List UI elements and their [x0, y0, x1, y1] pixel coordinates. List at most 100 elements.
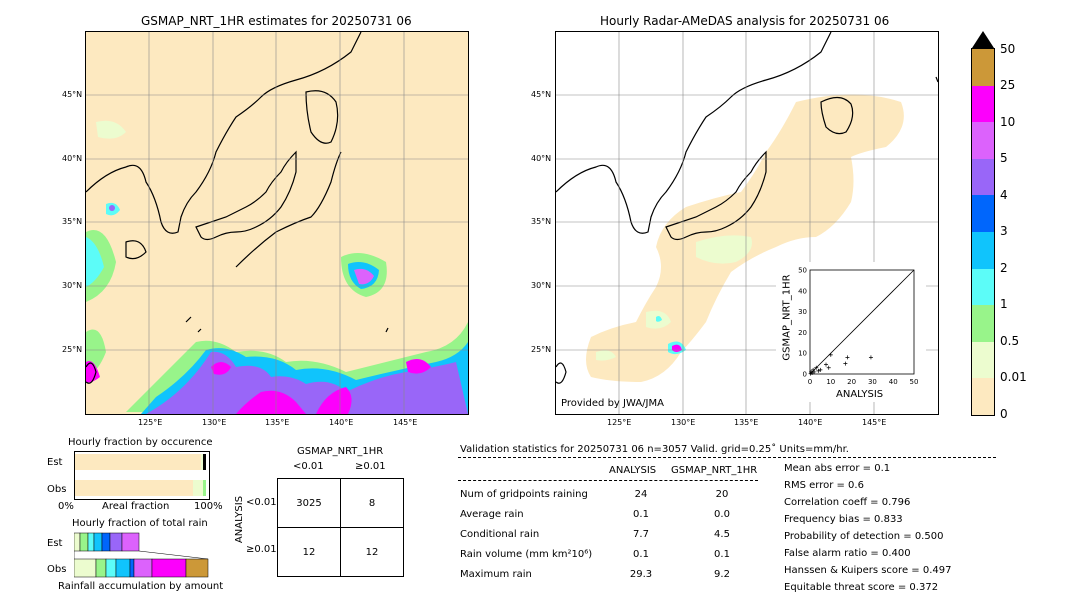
scatter-point — [868, 355, 873, 360]
cb-label-1: 0.01 — [1000, 370, 1027, 384]
contingency-table: 3025 8 12 12 — [277, 478, 404, 577]
scatter-ylabel: GSMAP_NRT_1HR — [781, 274, 793, 361]
totalrain-obs-bar — [74, 558, 209, 578]
contingency-col-0: <0.01 — [293, 461, 324, 472]
scatter-point — [814, 365, 819, 370]
cb-label-8: 10 — [1000, 115, 1016, 129]
stats-col-rule — [458, 480, 758, 481]
occurrence-obs-bar — [75, 480, 209, 496]
left-lat-35: 35°N — [62, 217, 83, 226]
cb-label-6: 4 — [1000, 188, 1008, 202]
stats-row-label: Maximum rain — [460, 569, 532, 580]
cb-label-7: 5 — [1000, 151, 1008, 165]
score-line: Frequency bias = 0.833 — [784, 514, 903, 525]
right-map-title: Hourly Radar-AMeDAS analysis for 2025073… — [600, 14, 890, 28]
colorbar-segment — [972, 122, 994, 159]
left-lat-30: 30°N — [62, 281, 83, 290]
right-lat-35: 35°N — [531, 217, 552, 226]
scatter-x-tick: 50 — [910, 378, 919, 386]
right-lon-140: 140°E — [798, 418, 823, 427]
stats-row-label: Conditional rain — [460, 529, 540, 540]
stats-row-label: Num of gridpoints raining — [460, 489, 588, 500]
contingency-cell: 12 — [277, 527, 341, 577]
left-lon-135: 135°E — [265, 418, 290, 427]
left-map-title: GSMAP_NRT_1HR estimates for 20250731 06 — [141, 14, 412, 28]
occurrence-obs-label: Obs — [47, 484, 67, 495]
stats-header: Validation statistics for 20250731 06 n=… — [460, 444, 849, 455]
cb-label-4: 2 — [1000, 261, 1008, 275]
score-line: Mean abs error = 0.1 — [784, 463, 891, 474]
scatter-point — [810, 370, 815, 375]
stats-header-rule — [458, 457, 996, 458]
colorbar-segment — [972, 305, 994, 342]
contingency-row-1: ≥0.01 — [246, 544, 277, 555]
scatter-x-tick: 10 — [826, 378, 835, 386]
cb-label-2: 0.5 — [1000, 334, 1020, 348]
occurrence-title: Hourly fraction by occurence — [68, 437, 213, 448]
contingency-cell: 8 — [340, 478, 404, 528]
stats-row-analysis: 7.7 — [633, 529, 649, 540]
left-lon-125: 125°E — [138, 418, 163, 427]
stats-row-gsmap: 0.0 — [714, 509, 730, 520]
coastlines — [556, 32, 938, 384]
colorbar-segment — [972, 85, 994, 123]
stats-row-analysis: 29.3 — [629, 569, 653, 580]
scatter-x-tick: 20 — [847, 378, 856, 386]
right-lat-25: 25°N — [531, 345, 552, 354]
right-lat-30: 30°N — [531, 281, 552, 290]
scatter-point — [843, 361, 848, 366]
totalrain-obs-label: Obs — [47, 564, 67, 575]
left-lat-40: 40°N — [62, 154, 83, 163]
score-line: Probability of detection = 0.500 — [784, 531, 944, 542]
stats-row-label: Average rain — [460, 509, 524, 520]
right-lon-130: 130°E — [671, 418, 696, 427]
contingency-row-0: <0.01 — [246, 497, 277, 508]
right-lon-145: 145°E — [862, 418, 887, 427]
right-lat-45: 45°N — [531, 90, 552, 99]
score-line: Hanssen & Kuipers score = 0.497 — [784, 565, 952, 576]
occurrence-frame — [74, 451, 210, 500]
totalrain-chart — [74, 532, 209, 578]
stats-row-gsmap: 9.2 — [714, 569, 730, 580]
left-lon-140: 140°E — [329, 418, 354, 427]
left-lat-45: 45°N — [62, 90, 83, 99]
occurrence-est-bar — [75, 454, 209, 470]
scatter-y-tick: 40 — [798, 287, 807, 295]
right-lon-125: 125°E — [607, 418, 632, 427]
stats-row-gsmap: 20 — [715, 489, 729, 500]
stats-row-analysis: 0.1 — [633, 509, 649, 520]
scatter-x-tick: 40 — [889, 378, 898, 386]
scatter-plot: 00 10 10 20 20 30 30 40 40 50 50 — [798, 267, 919, 387]
contingency-cell: 12 — [340, 527, 404, 577]
occurrence-xlabel: Areal fraction — [102, 501, 170, 512]
left-map[interactable] — [85, 31, 469, 415]
totalrain-est-label: Est — [47, 538, 63, 549]
cb-label-0: 0 — [1000, 407, 1008, 421]
right-lon-135: 135°E — [734, 418, 759, 427]
totalrain-est-bar — [74, 532, 140, 552]
cb-label-5: 3 — [1000, 224, 1008, 238]
colorbar-segment — [972, 49, 994, 86]
colorbar-segment — [972, 195, 994, 232]
scatter-y-tick: 0 — [803, 371, 807, 379]
scatter-points — [808, 352, 873, 376]
scatter-xlabel: ANALYSIS — [836, 389, 884, 400]
scatter-point — [824, 362, 829, 367]
colorbar-segment — [972, 378, 994, 415]
scatter-point — [812, 369, 817, 374]
right-lat-40: 40°N — [531, 154, 552, 163]
stats-row-analysis: 0.1 — [633, 549, 649, 560]
scatter-point — [828, 352, 833, 357]
totalrain-xlabel: Rainfall accumulation by amount — [58, 581, 224, 592]
stats-col-gsmap: GSMAP_NRT_1HR — [671, 465, 758, 476]
contingency-title: GSMAP_NRT_1HR — [297, 446, 384, 457]
right-map-canvas — [556, 32, 938, 414]
scatter-x-tick: 0 — [808, 378, 812, 386]
coastlines — [86, 32, 389, 384]
left-lat-25: 25°N — [62, 345, 83, 354]
left-lon-130: 130°E — [202, 418, 227, 427]
score-line: RMS error = 0.6 — [784, 480, 864, 491]
map-credit: Provided by JWA/JMA — [561, 398, 664, 409]
contingency-col-1: ≥0.01 — [355, 461, 386, 472]
left-map-canvas — [86, 32, 468, 414]
